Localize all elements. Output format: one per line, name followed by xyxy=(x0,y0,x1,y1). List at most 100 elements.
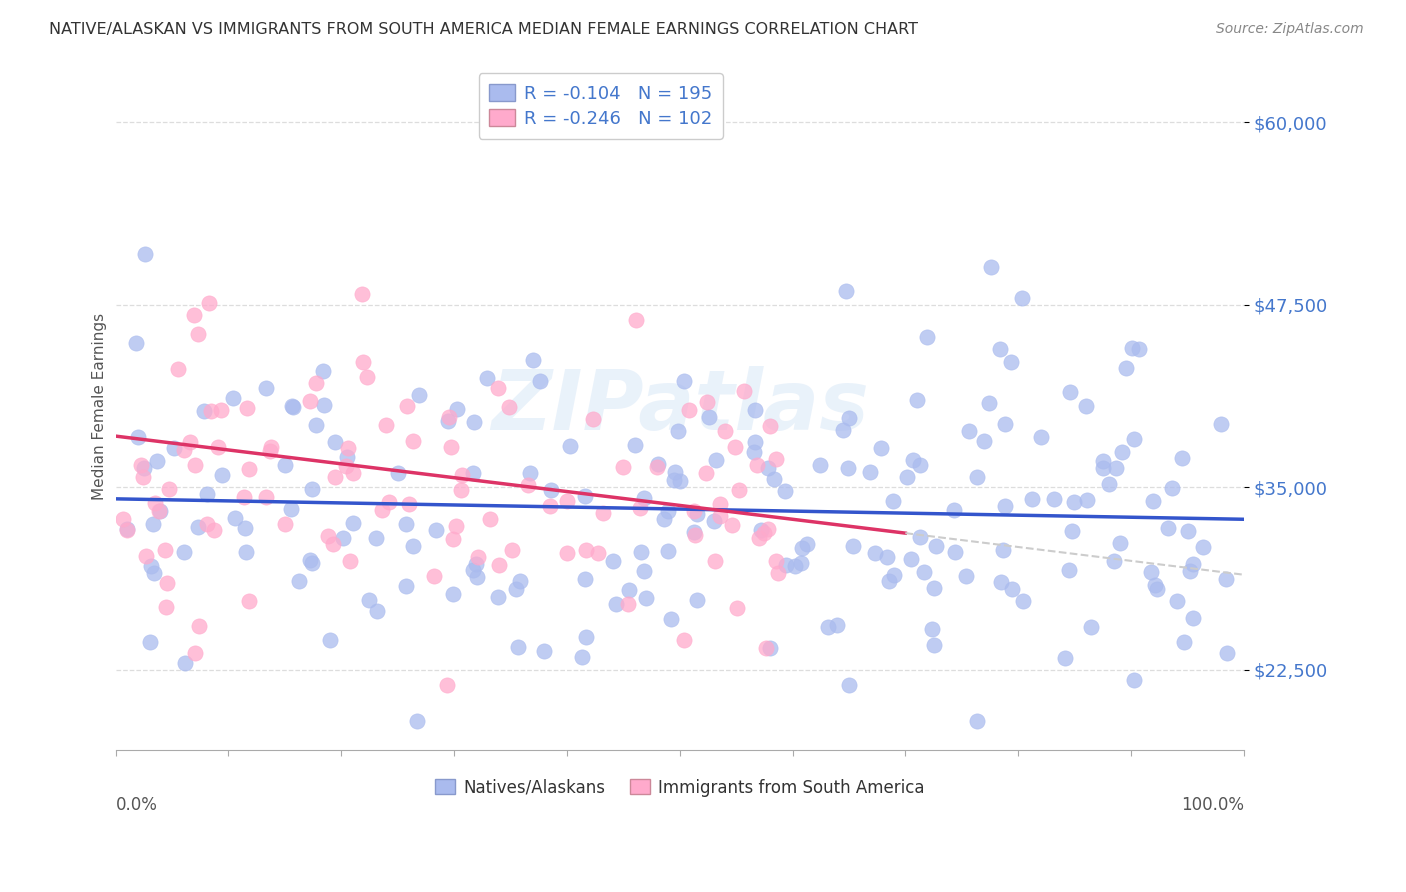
Point xyxy=(695,466,717,480)
Point xyxy=(259,444,281,458)
Point xyxy=(838,411,860,425)
Point xyxy=(498,400,520,414)
Point xyxy=(1043,491,1066,506)
Point xyxy=(775,558,797,572)
Text: Source: ZipAtlas.com: Source: ZipAtlas.com xyxy=(1216,22,1364,37)
Point xyxy=(966,714,988,728)
Point xyxy=(1171,451,1194,466)
Point xyxy=(235,545,257,559)
Point xyxy=(922,639,945,653)
Point xyxy=(633,491,655,506)
Point xyxy=(630,545,652,559)
Point xyxy=(236,401,259,416)
Point xyxy=(942,503,965,517)
Point xyxy=(697,410,720,425)
Point xyxy=(1104,554,1126,568)
Point xyxy=(187,326,209,341)
Point xyxy=(337,441,360,455)
Point xyxy=(332,531,354,545)
Point xyxy=(838,678,860,692)
Point xyxy=(339,553,361,567)
Point xyxy=(505,582,527,597)
Point xyxy=(912,565,935,579)
Point xyxy=(744,435,766,450)
Point xyxy=(450,483,472,497)
Point xyxy=(465,569,488,583)
Point xyxy=(744,402,766,417)
Point xyxy=(733,384,755,398)
Point xyxy=(395,579,418,593)
Point xyxy=(915,330,938,344)
Point xyxy=(592,506,614,520)
Point xyxy=(1054,650,1077,665)
Point xyxy=(908,458,931,472)
Point xyxy=(207,440,229,454)
Point xyxy=(1011,291,1033,305)
Point xyxy=(446,401,468,416)
Point xyxy=(900,552,922,566)
Point xyxy=(922,581,945,595)
Point xyxy=(575,542,598,557)
Point xyxy=(1142,494,1164,508)
Point xyxy=(167,362,190,376)
Point xyxy=(149,504,172,518)
Point xyxy=(187,519,209,533)
Point xyxy=(148,504,170,518)
Point xyxy=(980,260,1002,274)
Point xyxy=(184,646,207,660)
Point xyxy=(837,461,859,475)
Point xyxy=(127,430,149,444)
Point xyxy=(441,587,464,601)
Point xyxy=(645,459,668,474)
Point xyxy=(630,500,652,515)
Point xyxy=(408,388,430,402)
Point xyxy=(696,395,718,409)
Point xyxy=(1011,594,1033,608)
Point xyxy=(1091,460,1114,475)
Point xyxy=(682,503,704,517)
Point xyxy=(475,370,498,384)
Point xyxy=(222,392,245,406)
Point xyxy=(796,537,818,551)
Point xyxy=(138,635,160,649)
Point xyxy=(673,633,696,648)
Point xyxy=(436,414,458,428)
Point xyxy=(145,454,167,468)
Point xyxy=(994,499,1017,513)
Point xyxy=(157,482,180,496)
Point xyxy=(488,558,510,573)
Point xyxy=(254,381,277,395)
Text: ZIPatlas: ZIPatlas xyxy=(491,367,869,448)
Point xyxy=(657,544,679,558)
Point xyxy=(406,714,429,728)
Point xyxy=(540,483,562,497)
Point xyxy=(281,400,304,414)
Point xyxy=(350,287,373,301)
Point xyxy=(835,284,858,298)
Point xyxy=(319,632,342,647)
Point xyxy=(966,469,988,483)
Point xyxy=(1059,384,1081,399)
Point xyxy=(831,423,853,437)
Point xyxy=(352,355,374,369)
Point xyxy=(1080,620,1102,634)
Point xyxy=(659,612,682,626)
Point xyxy=(233,490,256,504)
Point xyxy=(664,473,686,487)
Point xyxy=(115,523,138,537)
Point xyxy=(558,439,581,453)
Point xyxy=(274,516,297,531)
Point xyxy=(396,399,419,413)
Point xyxy=(775,484,797,499)
Point xyxy=(683,528,706,542)
Point xyxy=(298,553,321,567)
Point xyxy=(657,504,679,518)
Point xyxy=(1076,493,1098,508)
Point xyxy=(706,453,728,467)
Point xyxy=(877,574,900,588)
Point xyxy=(437,409,460,424)
Point xyxy=(224,511,246,525)
Point xyxy=(254,491,277,505)
Point xyxy=(790,556,813,570)
Point xyxy=(574,572,596,586)
